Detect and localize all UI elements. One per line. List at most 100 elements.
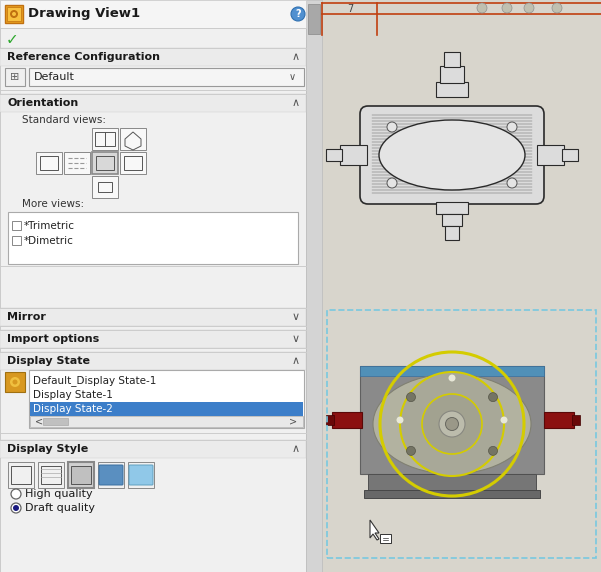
Circle shape [13, 505, 19, 511]
Bar [8, 462, 34, 488]
FancyBboxPatch shape [129, 465, 153, 485]
Bar [445, 226, 459, 240]
Bar [380, 534, 391, 543]
Bar [436, 202, 468, 214]
Bar [0, 94, 306, 112]
Bar [29, 370, 304, 428]
Text: Default_Display State-1: Default_Display State-1 [33, 376, 156, 387]
Bar [71, 466, 91, 484]
Bar [442, 214, 462, 226]
FancyBboxPatch shape [360, 106, 544, 204]
Bar [124, 156, 142, 170]
Bar [43, 418, 68, 425]
Circle shape [524, 3, 534, 13]
Bar [572, 415, 580, 425]
Bar [0, 440, 306, 458]
Circle shape [387, 122, 397, 132]
Text: High quality: High quality [25, 489, 93, 499]
Bar [30, 402, 303, 416]
Bar [120, 128, 146, 150]
Circle shape [477, 3, 487, 13]
Bar [40, 156, 58, 170]
Circle shape [489, 392, 498, 402]
Circle shape [10, 10, 18, 18]
Circle shape [400, 372, 504, 476]
Text: ∨: ∨ [292, 334, 300, 344]
Circle shape [501, 416, 507, 423]
Bar [8, 212, 298, 264]
Text: Reference Configuration: Reference Configuration [7, 52, 160, 62]
Text: Import options: Import options [7, 334, 99, 344]
Bar [92, 152, 118, 174]
Bar [308, 4, 320, 34]
Bar [64, 152, 90, 174]
Bar [120, 152, 146, 174]
Text: ▲: ▲ [311, 4, 317, 13]
Text: Orientation: Orientation [7, 98, 78, 108]
Text: ∧: ∧ [292, 444, 300, 454]
Circle shape [11, 489, 21, 499]
FancyBboxPatch shape [99, 465, 123, 485]
Bar [0, 48, 306, 66]
Bar [38, 462, 64, 488]
Circle shape [448, 375, 456, 382]
Bar [544, 412, 574, 428]
Bar [92, 128, 118, 150]
Bar [95, 132, 115, 146]
Bar [0, 0, 306, 572]
Bar [340, 145, 367, 165]
Bar [436, 82, 468, 97]
Text: ✓: ✓ [5, 33, 19, 47]
Text: Draft quality: Draft quality [25, 503, 95, 513]
Circle shape [445, 418, 459, 431]
Bar [368, 474, 536, 490]
Bar [36, 152, 62, 174]
Text: Default: Default [34, 72, 75, 82]
Text: ∧: ∧ [292, 98, 300, 108]
Bar [440, 66, 464, 83]
Bar [322, 0, 601, 572]
Bar [306, 0, 322, 572]
Circle shape [11, 503, 21, 513]
Bar [360, 366, 544, 376]
Text: ?: ? [295, 9, 301, 19]
Text: Display State: Display State [7, 356, 90, 366]
Circle shape [552, 3, 562, 13]
Bar [332, 412, 362, 428]
Bar [41, 466, 61, 484]
Text: Display State-2: Display State-2 [33, 404, 113, 414]
Bar [0, 308, 306, 326]
Text: Display State-1: Display State-1 [33, 390, 113, 400]
Polygon shape [370, 520, 379, 540]
Bar [7, 7, 21, 21]
Text: Mirror: Mirror [7, 312, 46, 322]
Bar [96, 156, 114, 170]
Text: ⊞: ⊞ [10, 72, 20, 82]
Text: ∧: ∧ [292, 52, 300, 62]
Text: More views:: More views: [22, 199, 84, 209]
Circle shape [439, 411, 465, 437]
Bar [12, 236, 21, 245]
Bar [128, 462, 154, 488]
Bar [0, 330, 306, 348]
Bar [326, 415, 334, 425]
Bar [29, 68, 304, 86]
Circle shape [507, 178, 517, 188]
Text: *Trimetric: *Trimetric [24, 221, 75, 231]
Bar [360, 366, 544, 474]
Circle shape [387, 178, 397, 188]
Bar [12, 221, 21, 230]
Text: >: > [289, 417, 297, 427]
Text: Display Style: Display Style [7, 444, 88, 454]
Ellipse shape [379, 120, 525, 190]
Text: *Dimetric: *Dimetric [24, 236, 74, 246]
Bar [562, 149, 578, 161]
Text: 7: 7 [347, 4, 353, 14]
Circle shape [12, 12, 16, 16]
Bar [68, 462, 94, 488]
Bar [5, 372, 25, 392]
Bar [11, 466, 31, 484]
Circle shape [489, 446, 498, 455]
Text: ∧: ∧ [292, 356, 300, 366]
Text: Drawing View1: Drawing View1 [28, 7, 140, 21]
